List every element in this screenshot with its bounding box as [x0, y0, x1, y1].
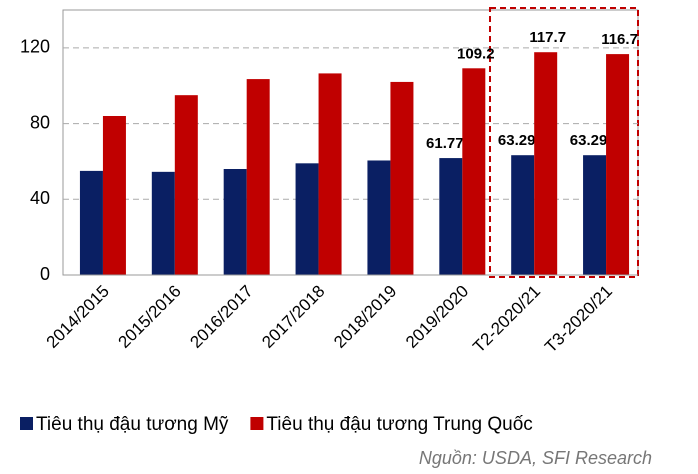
bar — [439, 158, 463, 275]
bar — [462, 68, 486, 275]
source: Nguồn: USDA, SFI Research — [419, 448, 652, 468]
bar — [583, 155, 607, 275]
x-tick-label: T3-2020/21 — [541, 282, 616, 357]
x-tick-label: 2017/2018 — [258, 282, 328, 352]
bar — [223, 169, 247, 275]
y-tick-label: 120 — [20, 37, 50, 57]
x-tick-label: 2018/2019 — [330, 282, 400, 352]
x-tick-label: 2019/2020 — [402, 282, 472, 352]
bar — [151, 171, 175, 275]
bar — [102, 116, 126, 275]
bar — [295, 163, 319, 275]
bar — [246, 79, 270, 275]
bar — [318, 73, 342, 276]
legend-label: Tiêu thụ đậu tương Mỹ — [36, 414, 229, 435]
legend-swatch — [250, 417, 264, 430]
x-tick-label: 2015/2016 — [115, 282, 185, 352]
y-tick-label: 0 — [40, 264, 50, 284]
data-label: 63.29 — [570, 132, 608, 149]
legend-label: Tiêu thụ đậu tương Trung Quốc — [266, 414, 532, 435]
bar — [534, 52, 558, 276]
legend-swatch — [20, 417, 33, 430]
x-tick-label: T2-2020/21 — [469, 282, 544, 357]
x-tick-label: 2016/2017 — [186, 282, 256, 352]
bar — [511, 155, 535, 275]
data-label: 109.2 — [457, 45, 495, 62]
bar — [390, 81, 414, 275]
bar — [79, 170, 103, 275]
bar — [367, 160, 391, 275]
bar — [606, 54, 630, 275]
data-label: 116.7 — [601, 31, 638, 48]
data-label: 61.77 — [426, 135, 464, 152]
highlight-box — [489, 7, 639, 278]
bar — [174, 95, 198, 275]
data-label: 63.29 — [498, 132, 536, 149]
x-tick-label: 2014/2015 — [43, 282, 113, 352]
y-tick-label: 40 — [30, 188, 50, 208]
data-label: 117.7 — [529, 29, 566, 46]
y-tick-label: 80 — [30, 112, 50, 132]
